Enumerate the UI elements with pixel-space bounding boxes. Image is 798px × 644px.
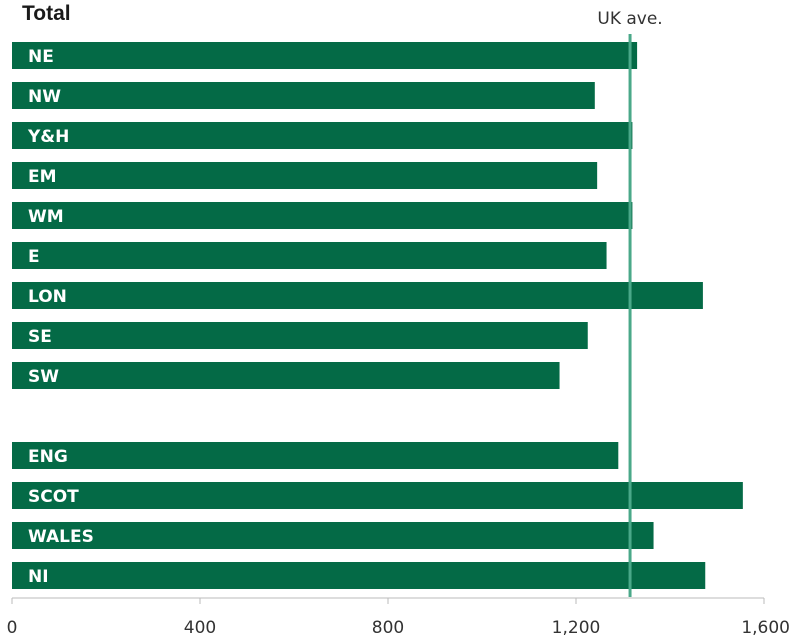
bar-label-eng: ENG <box>28 447 68 467</box>
chart-title: Total <box>22 2 71 25</box>
x-tick-label-1200: 1,200 <box>552 618 601 638</box>
bar-eng <box>12 442 619 469</box>
bar-ni <box>12 562 706 589</box>
bar-label-sw: SW <box>28 367 59 387</box>
bar-wales <box>12 522 654 549</box>
bar-sw <box>12 362 560 389</box>
bar-label-wales: WALES <box>28 527 94 547</box>
bar-label-ne: NE <box>28 47 54 67</box>
x-tick-label-800: 800 <box>372 618 404 638</box>
bar-em <box>12 162 598 189</box>
bar-y-h <box>12 122 633 149</box>
bar-label-lon: LON <box>28 287 67 307</box>
x-tick-label-400: 400 <box>184 618 216 638</box>
bar-label-em: EM <box>28 167 57 187</box>
bar-ne <box>12 42 638 69</box>
bars-group: NE NW Y&H EM WM E LON SE SW ENG SCOT WALES NI <box>12 42 743 589</box>
bar-se <box>12 322 588 349</box>
bar-label-e: E <box>28 247 40 267</box>
x-axis: 0 400 800 1,200 1,600 <box>7 597 790 638</box>
bar-label-scot: SCOT <box>28 487 79 507</box>
bar-label-nw: NW <box>28 87 61 107</box>
bar-label-wm: WM <box>28 207 64 227</box>
x-tick-label-1600: 1,600 <box>741 618 790 638</box>
bar-nw <box>12 82 595 109</box>
x-tick-label-0: 0 <box>7 618 18 638</box>
bar-label-ni: NI <box>28 567 49 587</box>
bar-lon <box>12 282 703 309</box>
reference-line-group: UK ave. <box>597 9 663 597</box>
bar-wm <box>12 202 633 229</box>
bar-label-se: SE <box>28 327 52 347</box>
uk-average-label: UK ave. <box>597 9 662 29</box>
bar-e <box>12 242 607 269</box>
bar-label-y-h: Y&H <box>27 127 69 147</box>
bar-scot <box>12 482 743 509</box>
